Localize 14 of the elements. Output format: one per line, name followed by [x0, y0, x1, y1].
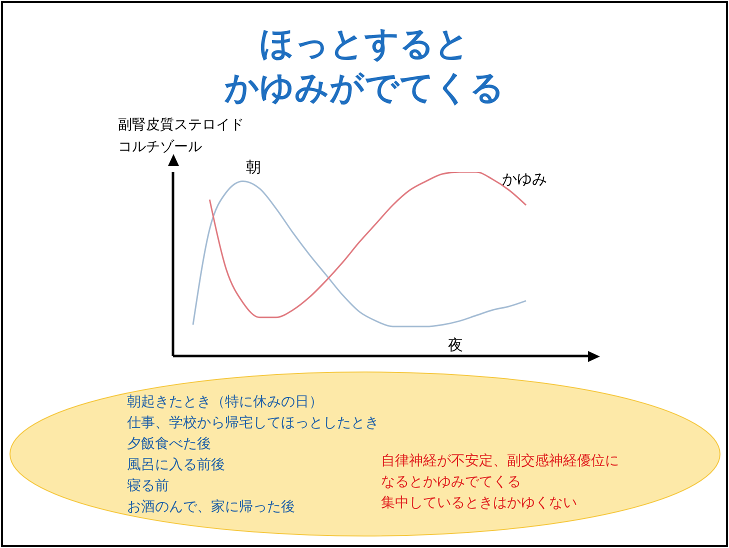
text: 夕飯食べた後: [127, 435, 212, 454]
text: 集中しているときはかゆくない: [381, 494, 578, 513]
text: 自律神経が不安定、副交感神経優位になるとかゆみでてくる: [381, 452, 620, 492]
annotation: 朝: [246, 158, 261, 177]
chart-subtitle: かゆみがでてくる: [224, 67, 506, 110]
y-axis-title: 副腎皮質ステロイドコルチゾール: [118, 116, 245, 157]
text: 仕事、学校から帰宅してほっとしたとき: [127, 414, 379, 433]
series-label: かゆみ: [502, 170, 547, 189]
annotation: 夜: [448, 336, 463, 355]
text: 風呂に入る前後: [127, 456, 226, 475]
text: 朝起きたとき（特に休みの日）: [127, 393, 324, 412]
text: お酒のんで、家に帰った後: [127, 498, 296, 517]
text: 寝る前: [127, 477, 170, 496]
chart-title: ほっとすると: [258, 23, 470, 66]
